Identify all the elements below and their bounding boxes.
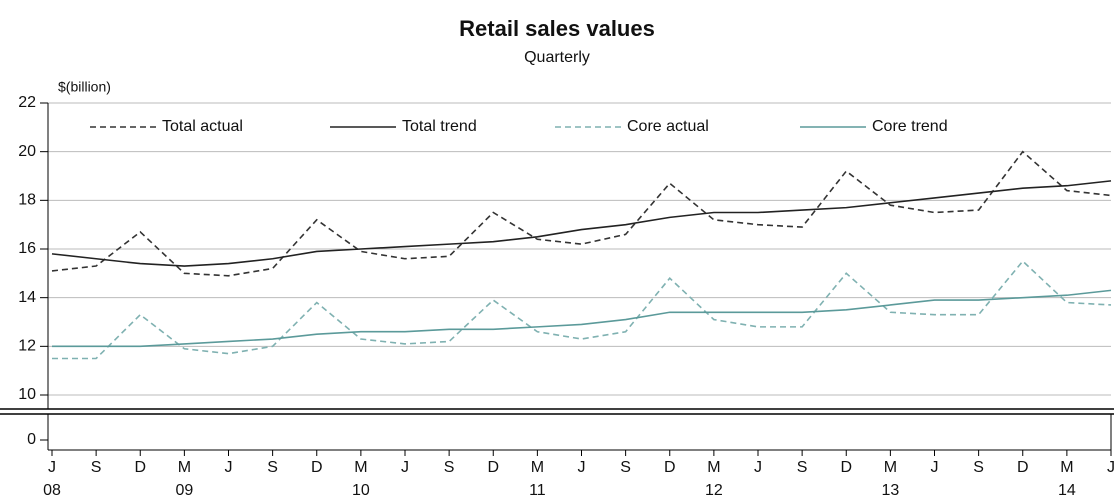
x-tick-label: J: [48, 459, 56, 476]
x-tick-label: M: [884, 459, 897, 476]
x-tick-label: D: [664, 459, 676, 476]
x-tick-label: D: [1017, 459, 1029, 476]
chart-subtitle: Quarterly: [524, 49, 590, 66]
chart-title: Retail sales values: [459, 16, 655, 41]
y-tick-label: 22: [18, 94, 36, 111]
year-label: 09: [175, 482, 193, 499]
year-label: 11: [529, 482, 546, 499]
x-tick-label: J: [1107, 459, 1114, 476]
series-line: [52, 260, 1112, 360]
y-tick-label: 10: [18, 386, 36, 403]
y-tick-label: 20: [18, 143, 36, 160]
year-label: 14: [1058, 482, 1076, 499]
series-line: [52, 289, 1112, 348]
y-tick-label: 18: [18, 192, 36, 209]
legend-label: Total trend: [402, 118, 477, 135]
year-label: 10: [352, 482, 370, 499]
x-tick-label: D: [134, 459, 146, 476]
year-label: 13: [881, 482, 899, 499]
series-line: [51, 180, 1112, 267]
x-tick-label: M: [178, 459, 191, 476]
x-tick-label: J: [931, 459, 939, 476]
x-tick-label: S: [973, 459, 984, 476]
series-line: [51, 150, 1112, 277]
y-tick-label: 16: [18, 240, 36, 257]
legend-label: Total actual: [162, 118, 243, 135]
legend-label: Core trend: [872, 118, 948, 135]
x-tick-label: M: [354, 459, 367, 476]
x-tick-label: S: [797, 459, 808, 476]
x-tick-label: J: [578, 459, 586, 476]
x-tick-label: D: [311, 459, 323, 476]
year-label: 12: [705, 482, 723, 499]
x-tick-label: D: [487, 459, 499, 476]
x-tick-label: S: [91, 459, 102, 476]
x-tick-label: J: [401, 459, 409, 476]
y-axis-label: $(billion): [58, 79, 111, 95]
year-label: 08: [43, 482, 61, 499]
x-tick-label: M: [707, 459, 720, 476]
x-tick-label: M: [531, 459, 544, 476]
y-tick-label: 12: [18, 338, 36, 355]
y-tick-label: 0: [27, 431, 36, 448]
x-tick-label: J: [225, 459, 233, 476]
x-tick-label: S: [620, 459, 631, 476]
x-tick-label: M: [1060, 459, 1073, 476]
legend-label: Core actual: [627, 118, 709, 135]
y-tick-label: 14: [18, 289, 36, 306]
x-tick-label: S: [444, 459, 455, 476]
x-tick-label: S: [267, 459, 278, 476]
x-tick-label: D: [840, 459, 852, 476]
x-tick-label: J: [754, 459, 762, 476]
